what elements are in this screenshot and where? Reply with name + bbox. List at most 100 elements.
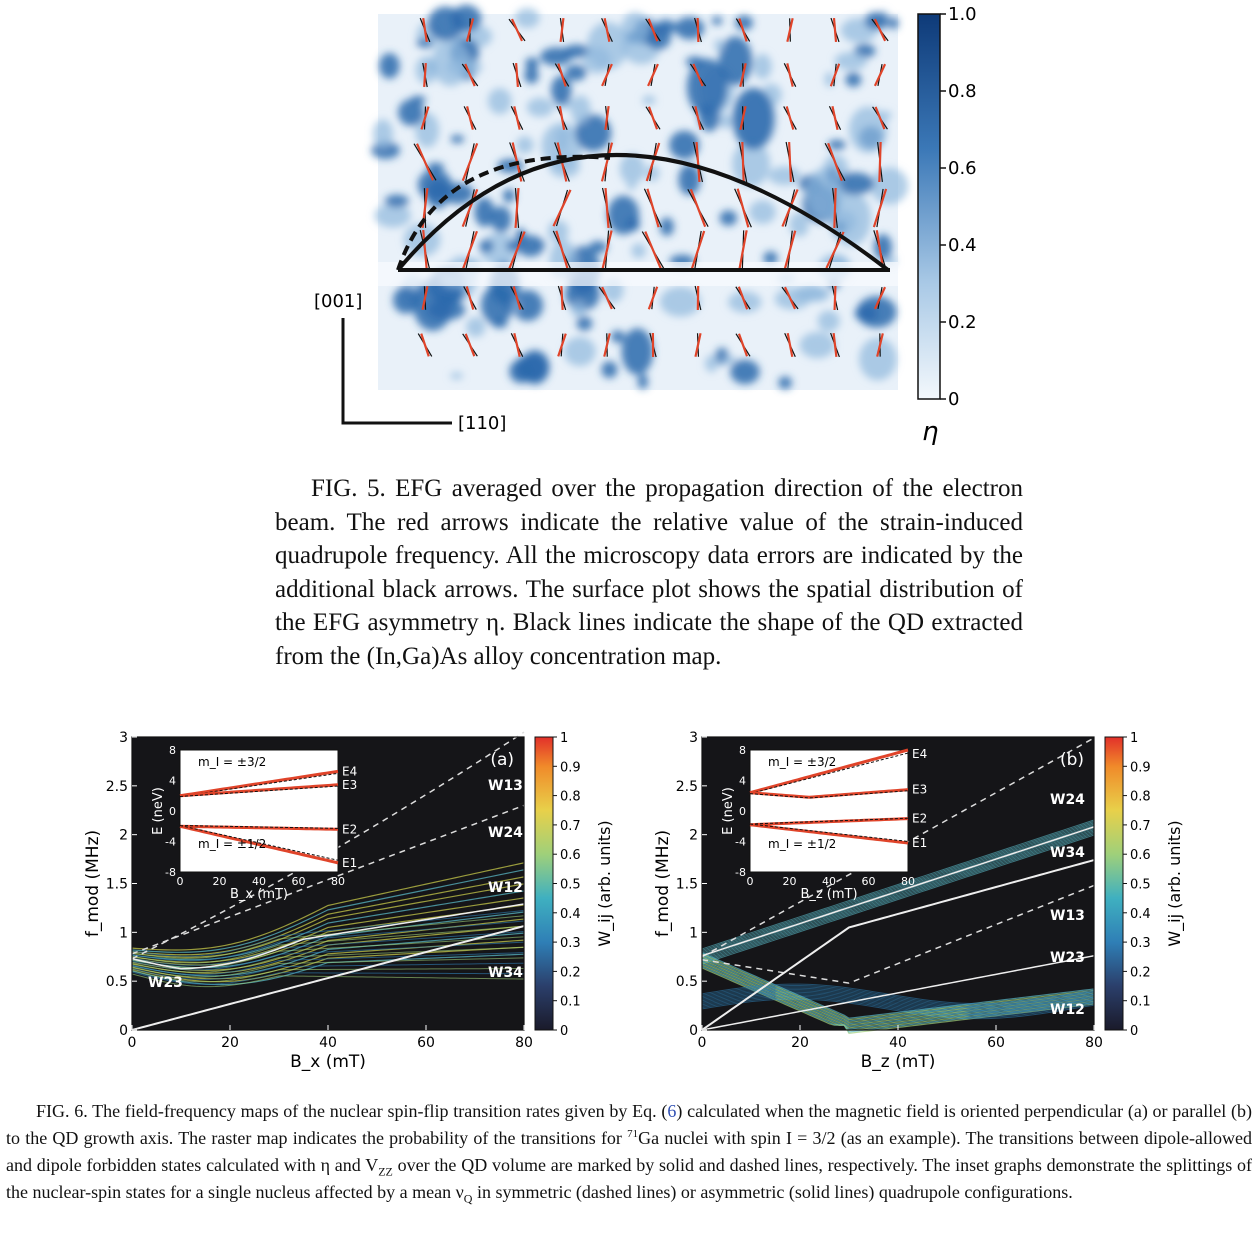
efg-arrow [423, 62, 427, 88]
efg-arrow [785, 106, 795, 130]
inset-level-dashed [749, 823, 909, 842]
raster-band [131, 946, 525, 973]
solid-line-w12 [701, 955, 1095, 1031]
eta-colorbar-tick-label: 0.2 [948, 312, 977, 333]
eta-blob [379, 52, 400, 79]
raster-band [701, 953, 1095, 1021]
raster-band [131, 869, 525, 953]
qd-shape-dashed [396, 154, 611, 271]
efg-arrow [783, 230, 797, 270]
eta-blob [637, 374, 649, 390]
inset-y-tick: 8 [169, 744, 176, 757]
eta-blob [480, 232, 519, 267]
y-tick-label: 1 [119, 925, 128, 941]
rate-colorbar-tick-label: 0.6 [1130, 848, 1151, 863]
eta-blob [720, 355, 737, 365]
efg-arrow [827, 142, 843, 182]
inset-levels [179, 769, 339, 865]
eta-blob [763, 251, 778, 266]
efg-arrow [786, 333, 794, 357]
eta-blob [415, 112, 440, 148]
eta-blob [607, 195, 640, 235]
solid-line-w23 [131, 925, 525, 1031]
raster-band [701, 993, 1095, 1014]
inset-state-label: E1 [912, 836, 927, 850]
eta-blob [540, 47, 573, 66]
eta-blob [621, 328, 654, 375]
raster-band [131, 962, 525, 980]
rate-colorbar-tick-label: 0.5 [1130, 878, 1151, 893]
eta-blob [870, 167, 909, 205]
inset-m-bottom-label: m_I = ±1/2 [198, 837, 266, 851]
eta-blob [490, 206, 512, 233]
raster-band [131, 957, 525, 978]
eta-blob [626, 183, 637, 190]
efg-arrow [738, 230, 748, 270]
rate-colorbar-tick-label: 0.2 [560, 965, 581, 980]
eta-colorbar [917, 13, 941, 400]
y-tick-label: 2.5 [676, 779, 698, 795]
y-tick-label: 1.5 [676, 877, 698, 893]
efg-arrow [646, 188, 660, 228]
x-tick-label: 60 [987, 1035, 1005, 1051]
rate-colorbar-tick-label: 1 [560, 731, 568, 746]
transition-label: W34 [488, 965, 523, 981]
solid-line-w34 [701, 859, 1095, 1031]
inset-level-solid [179, 824, 339, 831]
fig6-caption-isotope: 71 [627, 1128, 639, 1140]
eta-blob [859, 337, 897, 381]
raster-band [701, 820, 1095, 951]
efg-arrow [873, 63, 887, 87]
rate-colorbar-tick-label: 1 [1130, 731, 1138, 746]
inset-m-top-label: m_I = ±3/2 [768, 755, 836, 769]
eta-blob [619, 153, 645, 185]
raster-band [701, 831, 1095, 962]
raster-band [131, 931, 525, 966]
efg-arrow [465, 18, 475, 42]
efg-arrow [422, 229, 428, 271]
transition-label: W34 [1050, 845, 1085, 861]
y-tick-label: 2 [689, 828, 698, 844]
efg-arrow [786, 18, 794, 42]
raster-band [131, 915, 525, 959]
raster-band [701, 819, 1095, 950]
eta-blob [374, 203, 412, 228]
eta-blob [631, 243, 646, 259]
x-axis-label: B_x (mT) [290, 1052, 366, 1072]
efg-arrow [690, 230, 706, 270]
inset-x-tick: 0 [177, 875, 184, 888]
efg-arrow [781, 189, 799, 227]
raster-band [701, 997, 1095, 1018]
efg-arrow [833, 285, 837, 311]
efg-arrow [512, 286, 522, 310]
efg-arrow [832, 17, 838, 43]
efg-arrow [645, 142, 661, 182]
efg-arrow [514, 187, 520, 229]
efg-arrow [689, 188, 707, 228]
y-tick-label: 0 [689, 1023, 698, 1039]
raster-band [701, 833, 1095, 964]
inset-level-dashed [179, 825, 339, 861]
equation-link[interactable]: 6 [667, 1101, 677, 1121]
raster-band [701, 984, 1095, 1006]
rate-colorbar-tick-label: 0.7 [1130, 819, 1151, 834]
inset-level-solid [179, 824, 339, 865]
raster-band [701, 995, 1095, 1017]
inset-level-dashed [179, 785, 339, 798]
eta-blob [879, 110, 892, 121]
inset-y-tick: 4 [739, 775, 746, 788]
rate-colorbar-tick-label: 0.3 [560, 936, 581, 951]
eta-blob [564, 64, 587, 81]
efg-arrow [601, 230, 613, 270]
eta-blob [563, 336, 596, 367]
transition-label: W13 [488, 778, 523, 794]
x-tick-label: 40 [319, 1035, 337, 1051]
x-tick-label: 60 [417, 1035, 435, 1051]
efg-arrow [829, 63, 841, 87]
inset-y-tick: -8 [165, 866, 176, 879]
eta-blob [817, 310, 840, 332]
inset-level-solid [179, 783, 339, 798]
efg-arrow [872, 188, 888, 228]
eta-blob [575, 114, 612, 152]
